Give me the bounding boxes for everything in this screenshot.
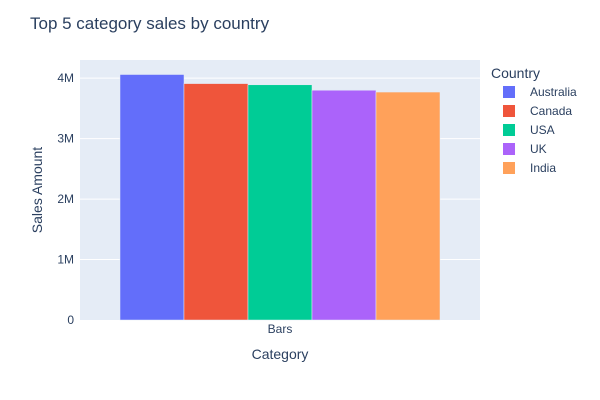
y-tick-label: 2M — [57, 192, 74, 206]
y-tick-label: 3M — [57, 132, 74, 146]
legend-label-uk: UK — [530, 142, 547, 156]
bar-australia — [119, 74, 185, 321]
y-tick-labels: 0 1M 2M 3M 4M — [57, 71, 74, 327]
legend-label-usa: USA — [530, 123, 555, 137]
legend: Country Australia Canada USA UK India — [491, 65, 577, 175]
legend-swatch-usa — [503, 124, 515, 136]
legend-swatch-india — [503, 162, 515, 174]
legend-title: Country — [491, 65, 540, 81]
chart-title: Top 5 category sales by country — [30, 14, 270, 33]
bar-india — [375, 91, 441, 321]
y-tick-label: 4M — [57, 71, 74, 85]
legend-swatch-australia — [503, 86, 515, 98]
bars — [119, 74, 441, 321]
bar-uk — [311, 89, 377, 321]
x-tick-labels: Bars — [268, 322, 293, 336]
legend-swatch-uk — [503, 143, 515, 155]
x-tick-label: Bars — [268, 322, 293, 336]
legend-label-canada: Canada — [530, 104, 572, 118]
y-axis-title: Sales Amount — [29, 147, 45, 233]
bar-canada — [183, 83, 249, 321]
legend-label-india: India — [530, 161, 556, 175]
y-tick-label: 0 — [67, 313, 74, 327]
y-tick-label: 1M — [57, 253, 74, 267]
x-axis-title: Category — [252, 346, 309, 362]
legend-label-australia: Australia — [530, 85, 577, 99]
bar-usa — [247, 84, 313, 321]
legend-swatch-canada — [503, 105, 515, 117]
